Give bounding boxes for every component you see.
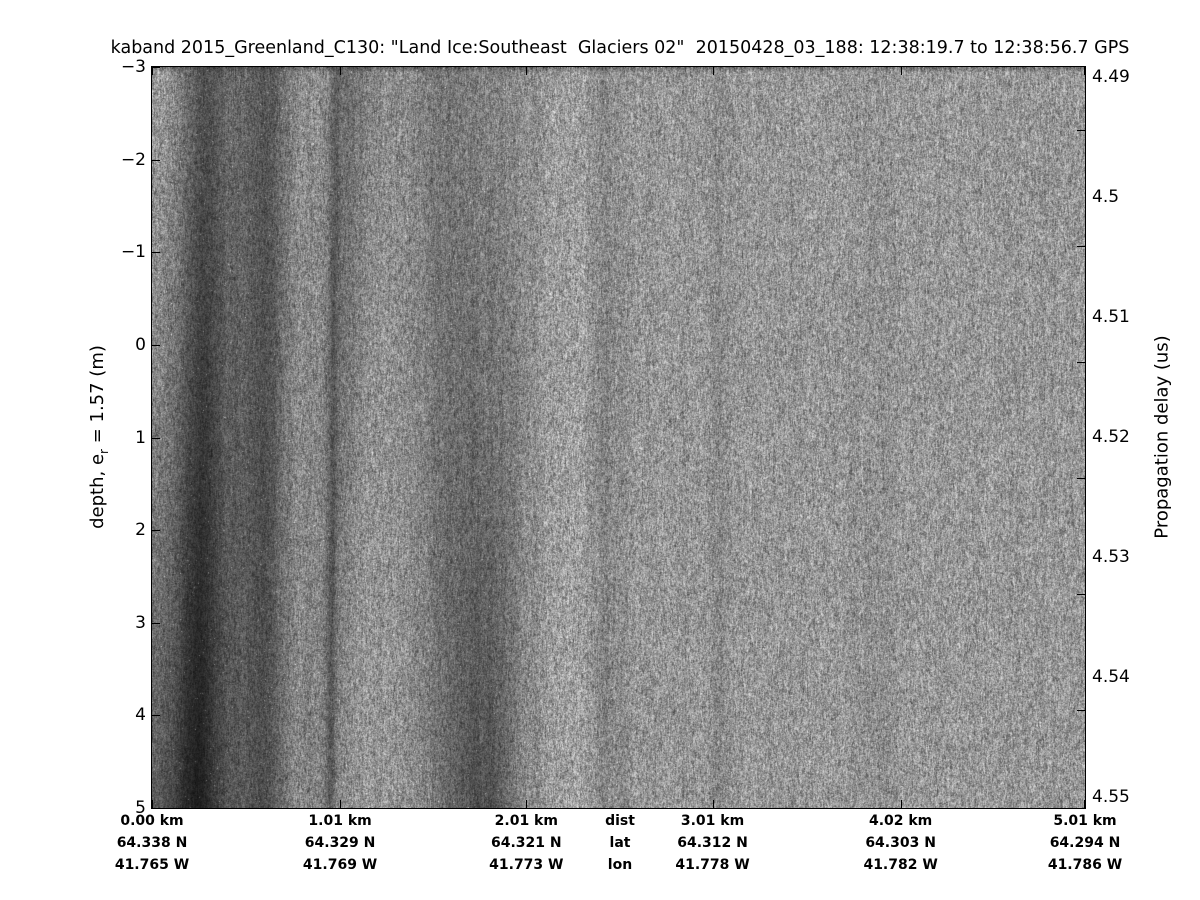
y-left-tick-label-5: 2	[84, 519, 146, 541]
x-axis-column-3: 3.01 km 64.312 N 41.778 W	[643, 810, 783, 876]
y-right-tick-2	[1077, 362, 1085, 363]
lat-value: 64.321 N	[456, 832, 596, 854]
x-bottom-tick-0	[152, 800, 153, 808]
x-axis-column-5: 5.01 km 64.294 N 41.786 W	[1015, 810, 1155, 876]
y-right-tick-label-0: 4.49	[1092, 66, 1130, 88]
dist-value: 4.02 km	[831, 810, 971, 832]
dist-value: 0.00 km	[82, 810, 222, 832]
y-left-tick-label-4: 1	[84, 427, 146, 449]
y-left-tick-label-3: 0	[84, 334, 146, 356]
lon-value: 41.769 W	[270, 854, 410, 876]
x-top-tick-1	[340, 67, 341, 75]
x-top-tick-3	[713, 67, 714, 75]
y-left-tick-label-6: 3	[84, 612, 146, 634]
plot-area	[151, 66, 1086, 809]
x-axis-row-legend: dist lat lon	[580, 810, 660, 876]
y-left-tick-label-7: 4	[84, 704, 146, 726]
lat-value: 64.338 N	[82, 832, 222, 854]
y-right-tick-label-5: 4.54	[1092, 666, 1130, 688]
echogram-image	[152, 67, 1085, 808]
legend-dist: dist	[580, 810, 660, 832]
x-bottom-tick-3	[713, 800, 714, 808]
x-top-tick-4	[901, 67, 902, 75]
x-axis-column-4: 4.02 km 64.303 N 41.782 W	[831, 810, 971, 876]
x-top-tick-5	[1084, 67, 1085, 75]
y-left-tick-label-0: −3	[84, 56, 146, 78]
x-axis-column-2: 2.01 km 64.321 N 41.773 W	[456, 810, 596, 876]
y-left-tick-1	[152, 160, 160, 161]
x-axis-column-1: 1.01 km 64.329 N 41.769 W	[270, 810, 410, 876]
dist-value: 5.01 km	[1015, 810, 1155, 832]
y-left-tick-label-1: −2	[84, 149, 146, 171]
y-right-tick-label-6: 4.55	[1092, 786, 1130, 808]
x-bottom-tick-2	[526, 800, 527, 808]
dist-value: 2.01 km	[456, 810, 596, 832]
lon-value: 41.778 W	[643, 854, 783, 876]
y-left-tick-4	[152, 438, 160, 439]
y-right-tick-1	[1077, 246, 1085, 247]
dist-value: 3.01 km	[643, 810, 783, 832]
y-right-tick-label-1: 4.5	[1092, 186, 1119, 208]
dist-value: 1.01 km	[270, 810, 410, 832]
lon-value: 41.765 W	[82, 854, 222, 876]
y-right-tick-label-2: 4.51	[1092, 306, 1130, 328]
lat-value: 64.303 N	[831, 832, 971, 854]
legend-lon: lon	[580, 854, 660, 876]
y-right-tick-label-4: 4.53	[1092, 546, 1130, 568]
lat-value: 64.329 N	[270, 832, 410, 854]
y-right-tick-4	[1077, 594, 1085, 595]
figure-window: { "figure": { "title": "kaband 2015_Gree…	[0, 0, 1200, 900]
y-left-tick-0	[152, 67, 160, 68]
y-left-tick-6	[152, 623, 160, 624]
depth-label-prefix: depth, e	[87, 454, 108, 529]
legend-lat: lat	[580, 832, 660, 854]
y-left-tick-3	[152, 345, 160, 346]
lon-value: 41.782 W	[831, 854, 971, 876]
y-left-tick-7	[152, 715, 160, 716]
y-right-tick-0	[1077, 130, 1085, 131]
y-left-tick-8	[152, 808, 160, 809]
lat-value: 64.294 N	[1015, 832, 1155, 854]
lon-value: 41.786 W	[1015, 854, 1155, 876]
y-right-tick-3	[1077, 478, 1085, 479]
x-axis-column-0: 0.00 km 64.338 N 41.765 W	[82, 810, 222, 876]
x-bottom-tick-5	[1084, 800, 1085, 808]
lat-value: 64.312 N	[643, 832, 783, 854]
y-left-tick-5	[152, 530, 160, 531]
lon-value: 41.773 W	[456, 854, 596, 876]
y-axis-right-label: Propagation delay (us)	[1152, 335, 1173, 538]
y-left-tick-label-2: −1	[84, 241, 146, 263]
y-right-tick-label-3: 4.52	[1092, 426, 1130, 448]
x-top-tick-0	[152, 67, 153, 75]
x-top-tick-2	[526, 67, 527, 75]
x-bottom-tick-1	[340, 800, 341, 808]
x-bottom-tick-4	[901, 800, 902, 808]
depth-label-subscript: r	[97, 449, 111, 454]
y-right-tick-5	[1077, 710, 1085, 711]
figure-title: kaband 2015_Greenland_C130: "Land Ice:So…	[111, 38, 1130, 58]
y-left-tick-2	[152, 252, 160, 253]
